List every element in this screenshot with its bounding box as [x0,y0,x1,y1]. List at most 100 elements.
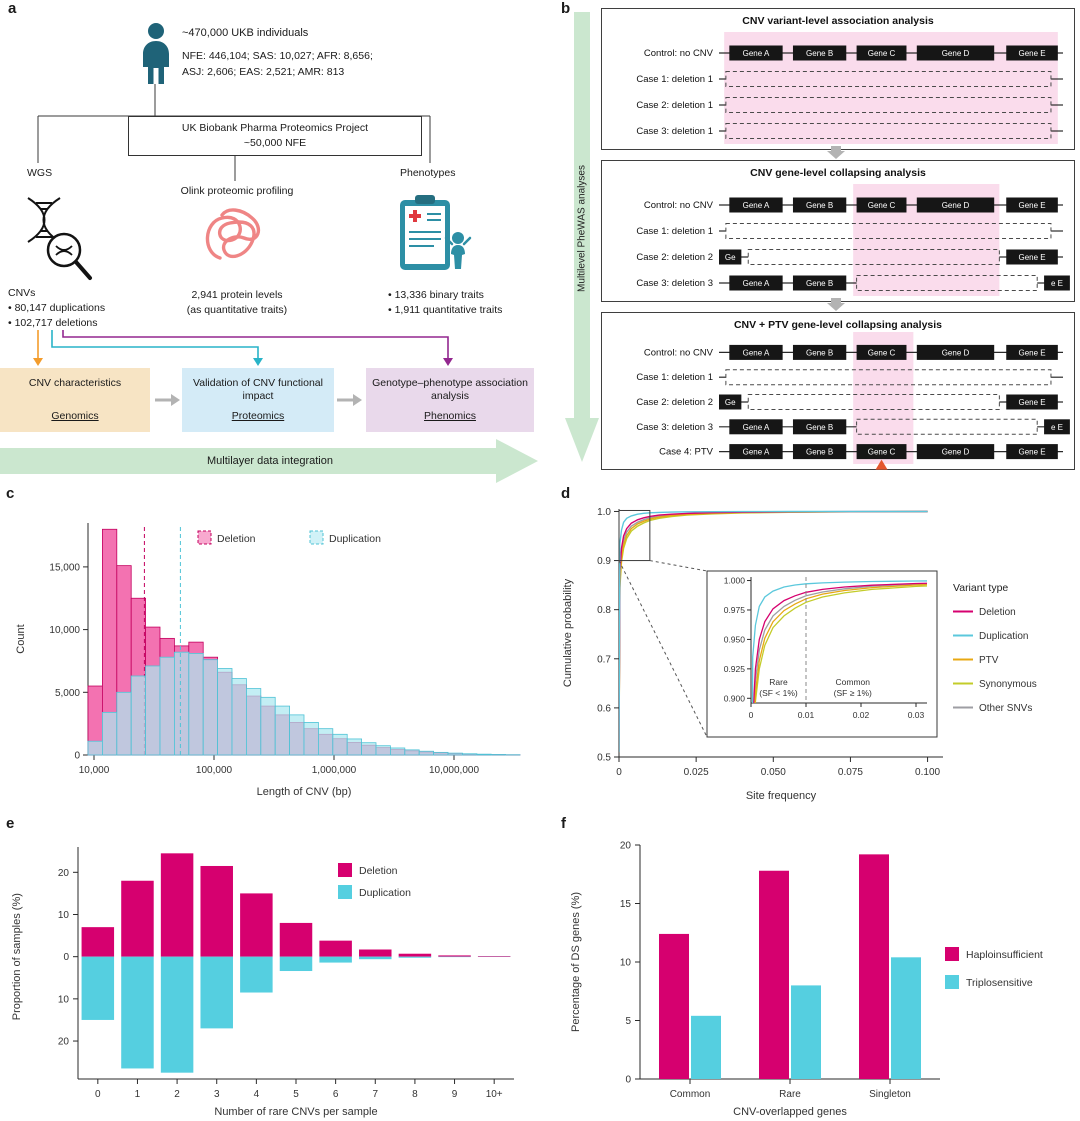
phenomics-box: Genotype–phenotype association analysis … [366,368,534,432]
x-tick-label: 0 [95,1089,101,1100]
proteomics-box: Validation of CNV functional impact Prot… [182,368,334,432]
duplication-bar [121,956,154,1069]
phenomics-box-title: Genotype–phenotype association analysis [372,377,528,403]
gene-box [729,419,783,435]
duplication-bar [418,750,435,756]
box-title: CNV gene-level collapsing analysis [750,167,926,179]
panel-e-label: e [6,815,15,832]
x-tick-label: Rare [779,1089,801,1100]
phenomics-box-subtitle: Phenomics [424,409,476,422]
haploinsufficient-bar [659,933,689,1079]
gene-label: Gene E [1018,448,1045,457]
deletion-bar [160,853,194,957]
y-tick-label: 0 [63,952,69,963]
duplication-bar [260,696,276,756]
y-tick-label: 5 [625,1016,631,1027]
cohort-ancestry-line2: ASJ: 2,606; EAS: 2,521; AMR: 813 [182,66,345,78]
olink-branch-label: Olink proteomic profiling [180,185,294,197]
figure-body [451,245,465,269]
gene-label: Gene D [942,348,970,357]
x-tick-label: 8 [412,1089,418,1100]
wgs-stat-duplications: • 80,147 duplications [8,302,106,314]
gene-label: Gene E [1018,201,1045,210]
person-body [143,41,169,84]
x-axis-title: Number of rare CNVs per sample [214,1106,377,1118]
proteomics-flow-arrowhead [253,358,263,366]
row-label: Case 2: deletion 1 [636,100,713,111]
ptv-marker [875,459,888,470]
deletion-bar [200,865,233,957]
gene-box [792,419,847,435]
x-axis-title: Site frequency [746,790,817,802]
legend-label: Duplication [979,631,1028,642]
x-tick-label: 0.050 [761,767,786,778]
down-arrow-shape [827,298,845,311]
y-tick-label: 20 [58,1037,70,1048]
gene-label: Gene B [806,279,833,288]
gene-label: Gene A [743,279,770,288]
y-tick-label: 0.6 [597,703,611,714]
gene-box [729,197,783,213]
gene-box [1006,444,1058,460]
gene-box [792,444,847,460]
common-label: (SF ≥ 1%) [834,688,872,698]
wgs-stat-deletions: • 102,717 deletions [8,317,98,329]
legend-title: Variant type [953,582,1008,594]
deletion-bar [477,956,511,957]
gene-box [792,275,847,291]
legend-swatch [338,885,352,899]
panel-e-rare-cnvs-per-sample: e 20 10 0 10 20 0 1 2 3 4 5 6 7 8 9 10+ Deletion Duplicat… [0,815,540,1121]
duplication-bar [447,752,463,756]
inset-y-tick-label: 0.900 [724,693,746,703]
y-tick-label: 10 [620,958,632,969]
deletion-bar [359,949,392,957]
y-tick-label: 20 [620,841,632,852]
proteomics-to-phenomics-arrowhead [353,394,362,406]
legend-label: Haploinsufficient [966,949,1043,961]
multilayer-integration-arrow [0,439,538,483]
gene-box [729,275,783,291]
person-head [148,23,164,39]
duplication-bar [289,714,305,756]
duplication-bar [200,956,233,1029]
gene-label: Gene C [868,49,896,58]
x-tick-label: 3 [214,1089,220,1100]
deletion-bar [438,955,471,957]
gene-box [856,197,907,213]
y-axis-title: Cumulative probability [562,578,574,687]
gene-box [916,444,995,460]
gene-box [729,344,783,360]
genomics-box-subtitle: Genomics [51,409,99,422]
legend-label: Other SNVs [979,703,1032,714]
haploinsufficient-bar [859,854,889,1079]
duplication-bar [433,751,449,756]
proteomics-flow-line [51,330,259,359]
gene-box [1044,275,1070,291]
gene-label: Gene E [1018,398,1045,407]
zoom-region-box [618,509,651,562]
ppp-line1: UK Biobank Pharma Proteomics Project [181,121,369,134]
gene-label: Gene B [806,448,833,457]
inset-x-tick-label: 0.03 [908,710,925,720]
duplication-bar [231,678,247,756]
gene-label: e E [1051,279,1063,288]
duplication-bar [375,745,391,756]
panel-d-label: d [561,485,571,502]
inset-x-tick-label: 0 [749,710,754,720]
inset-y-tick-label: 0.950 [724,634,746,644]
gene-label: Gene D [942,448,970,457]
gene-box [1006,394,1058,410]
gene-level-analysis-box: CNV gene-level collapsing analysis Contro… [601,160,1075,302]
gene-label: Gene A [743,348,770,357]
gene-label: Ge [725,398,736,407]
gene-box [719,394,742,410]
panel-c-cnv-length-histogram: c 10,000 100,000 1,000,000 10,000,000 0 5,000… [0,485,540,805]
y-tick-label: 0 [625,1075,631,1086]
genomics-flow-arrowhead [33,358,43,366]
duplication-bar [240,956,273,993]
x-tick-label: 4 [254,1089,260,1100]
gene-label: Ge [725,253,736,262]
duplication-bar [476,753,492,756]
phenomics-flow-line [62,330,449,359]
